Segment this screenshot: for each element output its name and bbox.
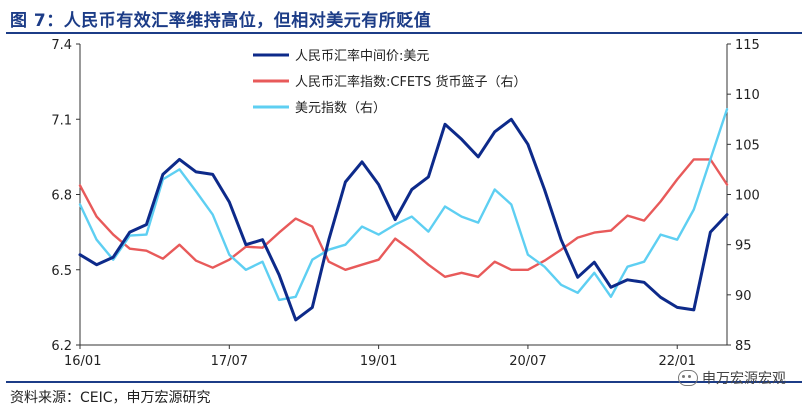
y-right-tick-label: 85 [735, 339, 752, 354]
y-left-tick-label: 6.2 [51, 339, 72, 354]
wechat-icon [678, 370, 698, 386]
x-tick-label: 17/07 [211, 354, 248, 369]
footer-rule [6, 381, 802, 383]
y-left-tick-label: 6.8 [51, 189, 72, 204]
series-line-0 [78, 117, 729, 322]
y-right-tick-label: 90 [735, 289, 752, 304]
y-right-tick-label: 100 [735, 189, 760, 204]
watermark: 申万宏源宏观 [678, 368, 786, 388]
y-right-tick-label: 95 [735, 239, 752, 254]
x-tick-label: 20/07 [509, 354, 546, 369]
y-right-tick-label: 105 [735, 138, 760, 153]
x-tick-label: 19/01 [360, 354, 397, 369]
source-note: 资料来源：CEIC，申万宏源研究 [10, 390, 211, 406]
x-tick-label: 16/01 [64, 354, 101, 369]
y-left-tick-label: 7.4 [51, 38, 72, 53]
y-right-tick-label: 115 [735, 38, 760, 53]
x-tick-label: 22/01 [658, 354, 695, 369]
chart-axes: 6.2 6.5 6.8 7.1 7.4 85 90 95 100 105 110 115 16/01 17… [51, 38, 760, 369]
chart-title: 图 7：人民币有效汇率维持高位，但相对美元有所贬值 [10, 11, 432, 31]
y-right-tick-label: 110 [735, 88, 760, 103]
y-left-tick-label: 6.5 [51, 264, 72, 279]
legend-label-2: 美元指数（右） [295, 101, 386, 116]
series-line-2 [78, 107, 729, 302]
legend-label-1: 人民币汇率指数:CFETS 货币篮子（右） [295, 74, 526, 90]
title-rule [6, 32, 802, 34]
y-left-tick-label: 7.1 [51, 113, 72, 128]
chart-series [78, 107, 729, 322]
series-line-1 [78, 158, 729, 278]
legend-label-0: 人民币汇率中间价:美元 [295, 48, 429, 64]
watermark-text: 申万宏源宏观 [702, 371, 786, 387]
